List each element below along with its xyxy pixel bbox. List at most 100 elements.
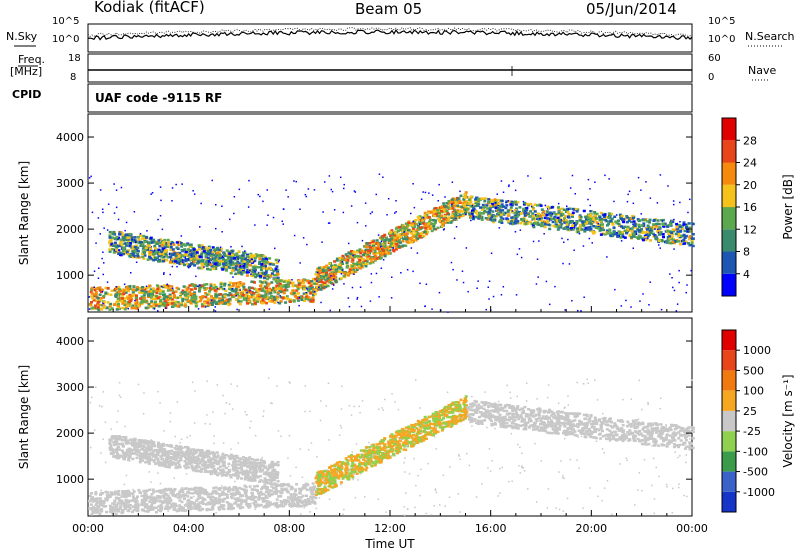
echo-cell (450, 216, 454, 219)
echo-cell (482, 209, 486, 213)
echo-cell (652, 223, 656, 226)
echo-cell (267, 289, 271, 292)
echo-cell (115, 248, 119, 251)
echo-cell (108, 250, 112, 253)
echo-cell (285, 285, 289, 289)
echo-cell (691, 237, 695, 240)
echo-cell (122, 242, 126, 246)
echo-cell (226, 254, 230, 258)
echo-cell (360, 265, 364, 269)
echo-cell (368, 244, 372, 248)
echo-cell (322, 284, 326, 287)
echo-cell (449, 422, 453, 425)
echo-cell (163, 302, 166, 305)
echo-cell (311, 291, 315, 295)
echo-cell (536, 212, 540, 215)
echo-cell (532, 208, 536, 211)
echo-speck (250, 273, 252, 275)
echo-cell (464, 209, 468, 212)
echo-cell (366, 251, 370, 255)
echo-cell (404, 235, 408, 239)
echo-speck (169, 273, 171, 276)
echo-cell (225, 298, 229, 302)
echo-cell (353, 255, 357, 258)
echo-cell (117, 437, 121, 441)
echo-cell (227, 470, 231, 474)
echo-cell (147, 290, 151, 293)
echo-cell (213, 262, 217, 265)
echo-cell (188, 245, 192, 248)
echo-cell (117, 236, 121, 240)
echo-speck (394, 212, 396, 214)
echo-cell (349, 253, 353, 256)
echo-cell (311, 300, 315, 304)
echo-cell (275, 476, 279, 480)
echo-cell (502, 205, 505, 208)
echo-cell (634, 232, 638, 235)
echo-cell (122, 239, 126, 242)
echo-cell (199, 454, 203, 458)
echo-cell (319, 283, 323, 287)
echo-cell (127, 249, 131, 252)
y-tick-label-0-1: 2000 (56, 223, 84, 236)
echo-cell (345, 261, 349, 265)
echo-cell (195, 255, 199, 258)
echo-cell (558, 219, 561, 223)
echo-cell (246, 255, 250, 258)
echo-cell (254, 458, 258, 462)
echo-cell (430, 229, 434, 233)
echo-cell (139, 442, 143, 445)
echo-cell (246, 465, 250, 469)
echo-cell (321, 268, 325, 271)
echo-cell (568, 221, 572, 224)
echo-cell (255, 255, 259, 258)
echo-cell (117, 285, 121, 289)
echo-cell (189, 461, 193, 465)
echo-cell (141, 250, 145, 253)
echo-cell (117, 244, 121, 248)
echo-cell (325, 271, 329, 274)
echo-cell (209, 284, 213, 287)
echo-cell (115, 235, 119, 239)
echo-cell (190, 292, 193, 295)
echo-cell (423, 230, 427, 234)
echo-cell (478, 212, 482, 215)
echo-speck (160, 285, 163, 288)
echo-cell (277, 291, 281, 294)
echo-speck (278, 259, 280, 261)
echo-cell (330, 264, 334, 268)
echo-cell (152, 450, 156, 453)
echo-cell (176, 300, 180, 304)
echo-cell (96, 306, 100, 309)
echo-speck (530, 205, 533, 208)
echo-cell (402, 244, 406, 247)
echo-cell (159, 443, 163, 446)
echo-cell (233, 257, 236, 260)
echo-cell (317, 270, 321, 273)
echo-cell (546, 221, 549, 224)
echo-cell (272, 278, 276, 281)
echo-cell (153, 444, 157, 448)
echo-cell (240, 273, 244, 276)
echo-cell (156, 289, 160, 292)
echo-cell (260, 263, 264, 266)
echo-cell (127, 458, 131, 462)
echo-cell (253, 256, 257, 260)
echo-cell (691, 222, 695, 226)
echo-cell (188, 256, 192, 259)
echo-cell (258, 469, 262, 473)
echo-cell (515, 215, 519, 218)
echo-speck (184, 257, 186, 259)
echo-cell (229, 272, 233, 275)
echo-cell (394, 231, 398, 234)
echo-cell (610, 212, 613, 216)
echo-cell (170, 285, 174, 288)
echo-cell (184, 456, 188, 459)
echo-cell (231, 464, 235, 467)
echo-cell (264, 281, 268, 284)
echo-cell (200, 267, 203, 270)
echo-speck (265, 265, 267, 267)
echo-cell (246, 259, 250, 263)
echo-cell (163, 284, 167, 287)
echo-cell (214, 294, 218, 297)
